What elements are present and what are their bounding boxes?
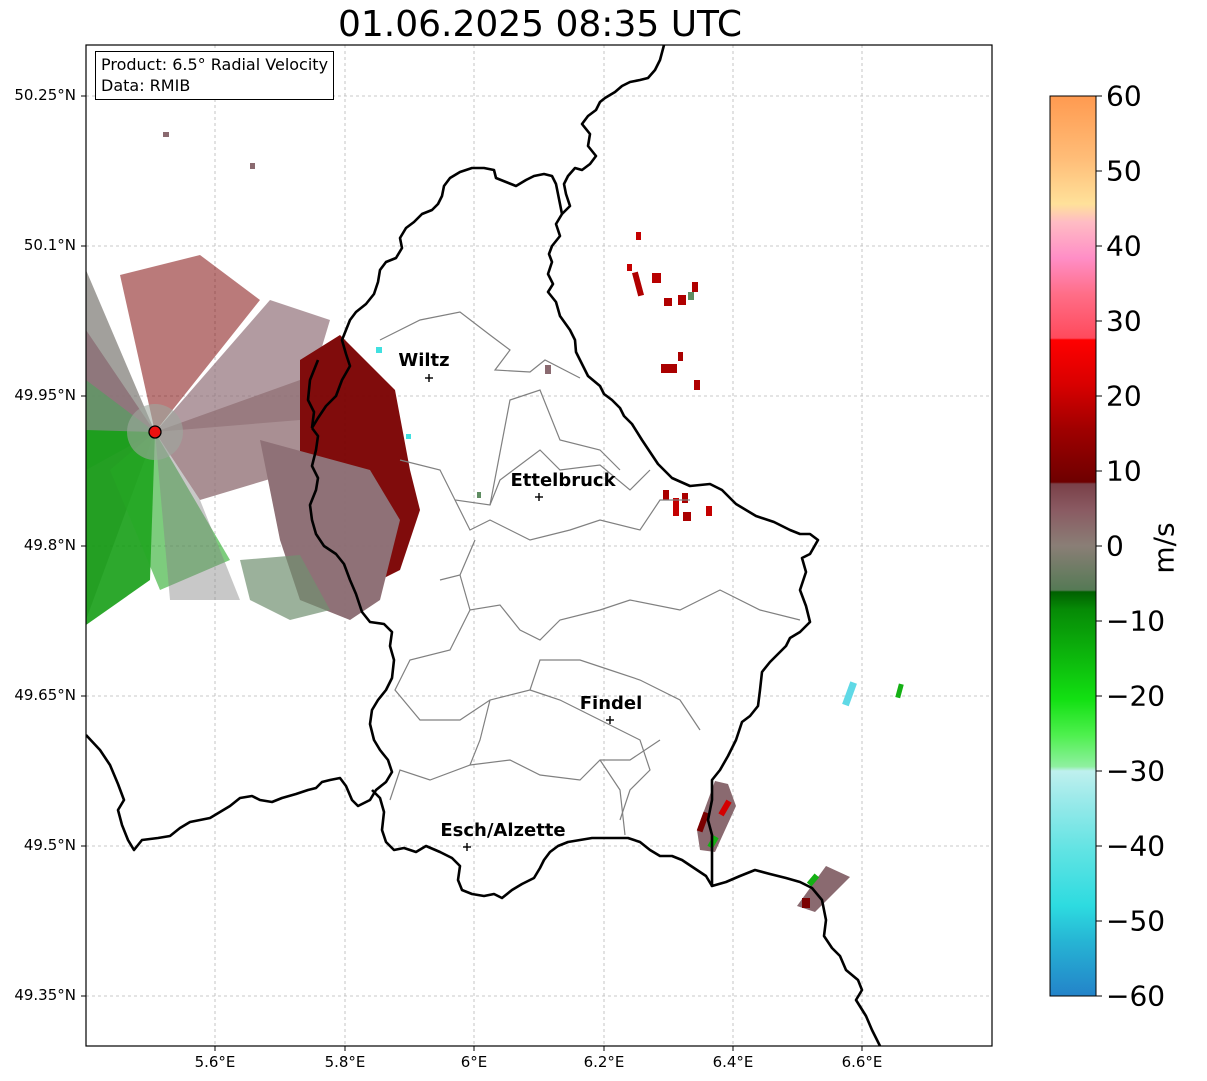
lat-tick-label: 49.5°N: [23, 836, 76, 854]
colorbar-tick-label: 30: [1106, 304, 1142, 338]
lat-tick-label: 49.95°N: [14, 386, 76, 404]
lat-tick-label: 49.65°N: [14, 686, 76, 704]
colorbar-tick-label: 20: [1106, 379, 1142, 413]
colorbar-unit-label: m/s: [1147, 522, 1181, 574]
data-source-label: Data: RMIB: [101, 76, 191, 95]
lat-tick-label: 49.35°N: [14, 986, 76, 1004]
lat-tick-label: 50.1°N: [23, 236, 76, 254]
country-borders: [86, 45, 882, 1046]
radar-site-marker: [148, 425, 162, 439]
radar-echoes: [86, 255, 420, 625]
lon-tick-label: 5.6°E: [194, 1053, 236, 1071]
colorbar-tick-label: 40: [1106, 229, 1142, 263]
product-label: Product: 6.5° Radial Velocity: [101, 55, 329, 74]
colorbar-tick-label: −50: [1106, 904, 1166, 938]
colorbar-tick-label: 50: [1106, 154, 1142, 188]
lat-tick-label: 49.8°N: [23, 536, 76, 554]
colorbar-tick-label: −60: [1106, 979, 1166, 1013]
colorbar-tick-label: −30: [1106, 754, 1166, 788]
lon-tick-label: 6.6°E: [841, 1053, 883, 1071]
map-area: [86, 45, 992, 1046]
info-box: Product: 6.5° Radial Velocity Data: RMIB: [95, 51, 335, 100]
colorbar-tick-label: 60: [1106, 79, 1142, 113]
axis-ticks: [81, 95, 863, 1051]
colorbar-ticks: [1096, 95, 1102, 997]
colorbar-tick-label: −40: [1106, 829, 1166, 863]
city-label-esch-alzette: Esch/Alzette: [440, 820, 566, 841]
city-label-findel: Findel: [579, 693, 643, 714]
city-label-wiltz: Wiltz: [398, 350, 450, 371]
colorbar-tick-label: 10: [1106, 454, 1142, 488]
colorbar: [1049, 95, 1097, 997]
lon-tick-label: 6.2°E: [583, 1053, 625, 1071]
colorbar-tick-label: −10: [1106, 604, 1166, 638]
lat-tick-label: 50.25°N: [14, 86, 76, 104]
city-label-ettelbruck: Ettelbruck: [510, 470, 616, 491]
scattered-echoes: [163, 132, 904, 912]
colorbar-tick-label: 0: [1106, 529, 1124, 563]
map-title: 01.06.2025 08:35 UTC: [337, 4, 743, 45]
colorbar-tick-label: −20: [1106, 679, 1166, 713]
city-markers: [425, 374, 614, 851]
region-boundaries: [379, 311, 801, 836]
lon-tick-label: 6.4°E: [712, 1053, 754, 1071]
lon-tick-label: 5.8°E: [324, 1053, 366, 1071]
lon-tick-label: 6°E: [460, 1053, 488, 1071]
